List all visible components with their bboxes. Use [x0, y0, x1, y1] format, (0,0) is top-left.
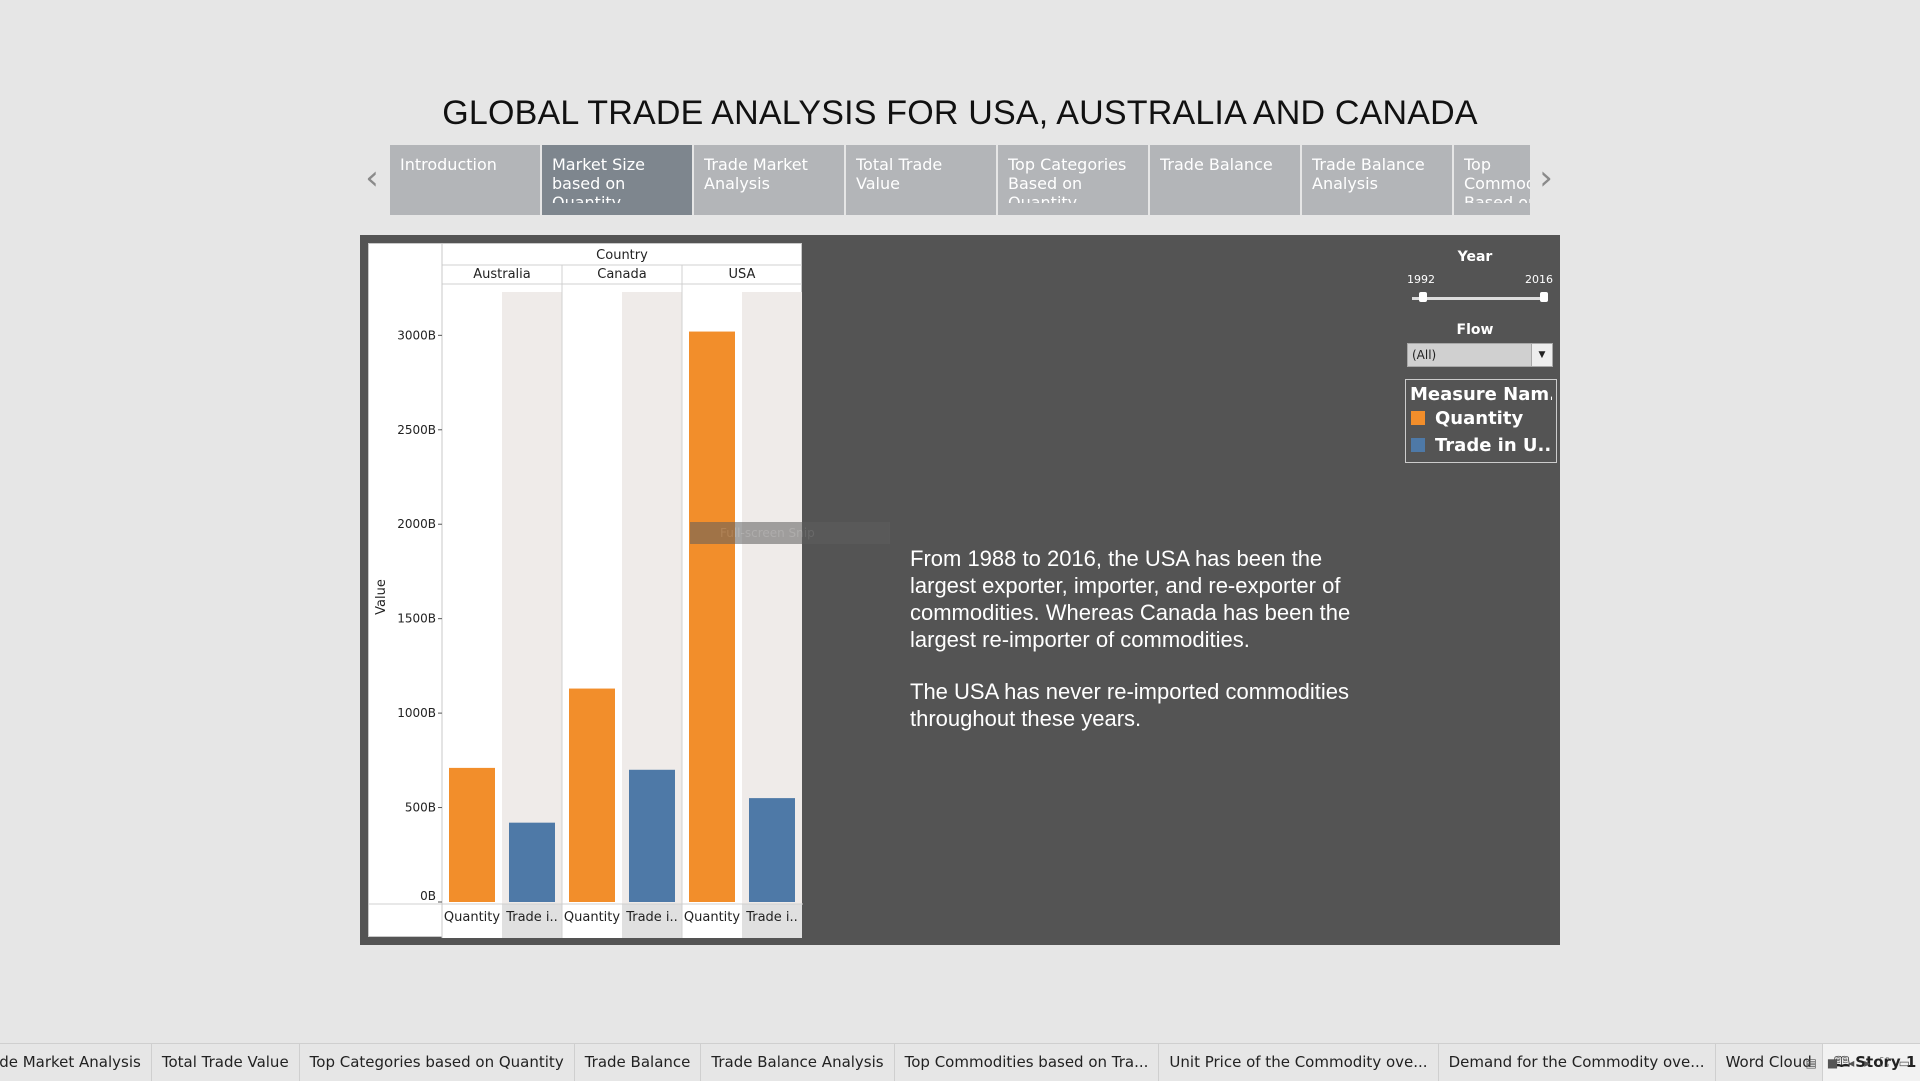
story-tab-label: Introduction — [400, 155, 497, 174]
legend-label: Trade in U.. — [1435, 435, 1552, 456]
bar — [689, 331, 735, 902]
sheet-tab[interactable]: Demand for the Commodity ove... — [1439, 1044, 1716, 1081]
story-tab[interactable]: Introduction — [390, 145, 540, 215]
y-tick-label: 3000B — [397, 328, 436, 342]
story-tab-label: Trade Market Analysis — [704, 155, 808, 193]
sheet-tab[interactable]: Top Categories based on Quantity — [300, 1044, 575, 1081]
column-header: Country — [596, 248, 648, 263]
story-tab-label: Top Categories Based on Quantity — [1008, 155, 1127, 203]
sheet-tab[interactable]: ade Market Analysis — [0, 1044, 152, 1081]
measure-label: Trade i.. — [505, 910, 558, 925]
sheet-tab[interactable]: Word Cloud — [1716, 1044, 1823, 1081]
country-header: USA — [729, 267, 756, 282]
sheet-tab[interactable]: Total Trade Value — [152, 1044, 300, 1081]
story-tab-label: Market Size based on Quantity — [552, 155, 645, 203]
bar — [629, 769, 675, 902]
sheet-tab-bar: ade Market Analysis Total Trade Value Top … — [0, 1043, 1920, 1081]
sheet-tab[interactable]: Trade Balance — [575, 1044, 702, 1081]
story-title: GLOBAL TRADE ANALYSIS FOR USA, AUSTRALIA… — [442, 94, 1478, 132]
legend-swatch — [1411, 438, 1425, 452]
flow-filter-title: Flow — [1456, 322, 1494, 338]
chevron-right-icon[interactable]: › — [1539, 158, 1553, 198]
y-tick-label: 2500B — [397, 423, 436, 437]
story-tab-label: Trade Balance Analysis — [1312, 155, 1425, 193]
story-tab-label: Total Trade Value — [856, 155, 943, 193]
label-background — [502, 904, 562, 938]
legend-label: Quantity — [1435, 408, 1524, 429]
story-tab[interactable]: Trade Market Analysis — [694, 145, 844, 215]
bar — [509, 822, 555, 902]
legend-swatch — [1411, 411, 1425, 425]
label-background — [622, 904, 682, 938]
bar — [569, 688, 615, 902]
measure-label: Quantity — [564, 910, 620, 925]
year-min-label: 1992 — [1407, 273, 1435, 286]
bar-chart-panel: Country Australia Canada USA 0B 500B 1000B 1500… — [368, 243, 803, 938]
bar — [449, 767, 495, 902]
y-tick-label: 1500B — [397, 612, 436, 626]
grid-view-icon[interactable]: ▤ — [1805, 1055, 1817, 1070]
measure-legend: Measure Nam.. Quantity Trade in U.. — [1405, 379, 1557, 463]
story-tab[interactable]: Market Size based on Quantity — [542, 145, 692, 215]
chevron-left-icon[interactable]: ‹ — [365, 158, 379, 198]
narrative-paragraph-1: From 1988 to 2016, the USA has been the … — [910, 546, 1351, 652]
flow-dropdown[interactable]: (All) ▼ — [1407, 343, 1553, 367]
legend-title: Measure Nam.. — [1410, 384, 1552, 405]
label-background — [742, 904, 802, 938]
year-max-label: 2016 — [1525, 273, 1553, 286]
sheet-tab-active[interactable]: 🕮 Story 1 — [1822, 1044, 1920, 1081]
sheet-tab[interactable]: Trade Balance Analysis — [701, 1044, 895, 1081]
sheet-tab[interactable]: Top Commodities based on Tra... — [895, 1044, 1160, 1081]
legend-item-quantity[interactable]: Quantity — [1410, 405, 1552, 432]
y-axis-label: Value — [374, 579, 389, 615]
story-tab[interactable]: Top Categories Based on Quantity — [998, 145, 1148, 215]
y-tick-label: 0B — [420, 889, 436, 903]
year-slider-start-handle[interactable] — [1418, 292, 1427, 302]
sheet-tab[interactable]: Unit Price of the Commodity ove... — [1159, 1044, 1439, 1081]
story-icon: 🕮 — [1832, 1053, 1856, 1071]
dashboard: Country Australia Canada USA 0B 500B 1000B 1500… — [360, 235, 1560, 945]
measure-label: Trade i.. — [625, 910, 678, 925]
y-tick-label: 2000B — [397, 517, 436, 531]
presentation-icon[interactable]: ▭ — [1898, 1055, 1910, 1070]
bar-chart: Country Australia Canada USA 0B 500B 1000B 1500… — [369, 244, 803, 938]
measure-label: Quantity — [444, 910, 500, 925]
story-point-tabs: Introduction Market Size based on Quantit… — [390, 145, 1530, 215]
measure-label: Trade i.. — [745, 910, 798, 925]
story-tab[interactable]: Total Trade Value — [846, 145, 996, 215]
filmstrip-icon[interactable]: ■ — [1826, 1055, 1839, 1070]
story-tab-label: Trade Balance — [1160, 155, 1273, 174]
story-tab[interactable]: Trade Balance — [1150, 145, 1300, 215]
sheet-navigation-icons: ▤ ■ ◂ ▸ ⛶ ▭ — [1806, 1044, 1911, 1081]
year-filter-title: Year — [1457, 249, 1493, 265]
bar — [749, 798, 795, 902]
narrative-paragraph-2: The USA has never re-imported commoditie… — [910, 679, 1349, 731]
story-tab[interactable]: Top Commodities Based on Value — [1454, 145, 1530, 215]
country-header: Canada — [597, 267, 646, 282]
story-tab[interactable]: Trade Balance Analysis — [1302, 145, 1452, 215]
year-slider-end-handle[interactable] — [1540, 292, 1548, 302]
caret-down-icon[interactable]: ▼ — [1531, 344, 1552, 366]
prev-sheet-icon[interactable]: ◂ — [1848, 1055, 1855, 1070]
sheet-tab-label: Story 1 — [1855, 1053, 1917, 1071]
year-slider-track[interactable] — [1412, 297, 1544, 300]
y-tick-label: 500B — [405, 801, 436, 815]
fullscreen-icon[interactable]: ⛶ — [1880, 1055, 1889, 1069]
snip-tooltip: Full-screen Snip — [690, 522, 890, 544]
country-header: Australia — [473, 267, 531, 282]
next-sheet-icon[interactable]: ▸ — [1864, 1055, 1871, 1070]
flow-dropdown-value: (All) — [1412, 348, 1437, 362]
measure-label: Quantity — [684, 910, 740, 925]
story-tab-label: Top Commodities Based on Value — [1464, 155, 1530, 203]
story-narrative: From 1988 to 2016, the USA has been the … — [910, 545, 1380, 757]
y-tick-label: 1000B — [397, 706, 436, 720]
legend-item-trade[interactable]: Trade in U.. — [1410, 432, 1552, 459]
